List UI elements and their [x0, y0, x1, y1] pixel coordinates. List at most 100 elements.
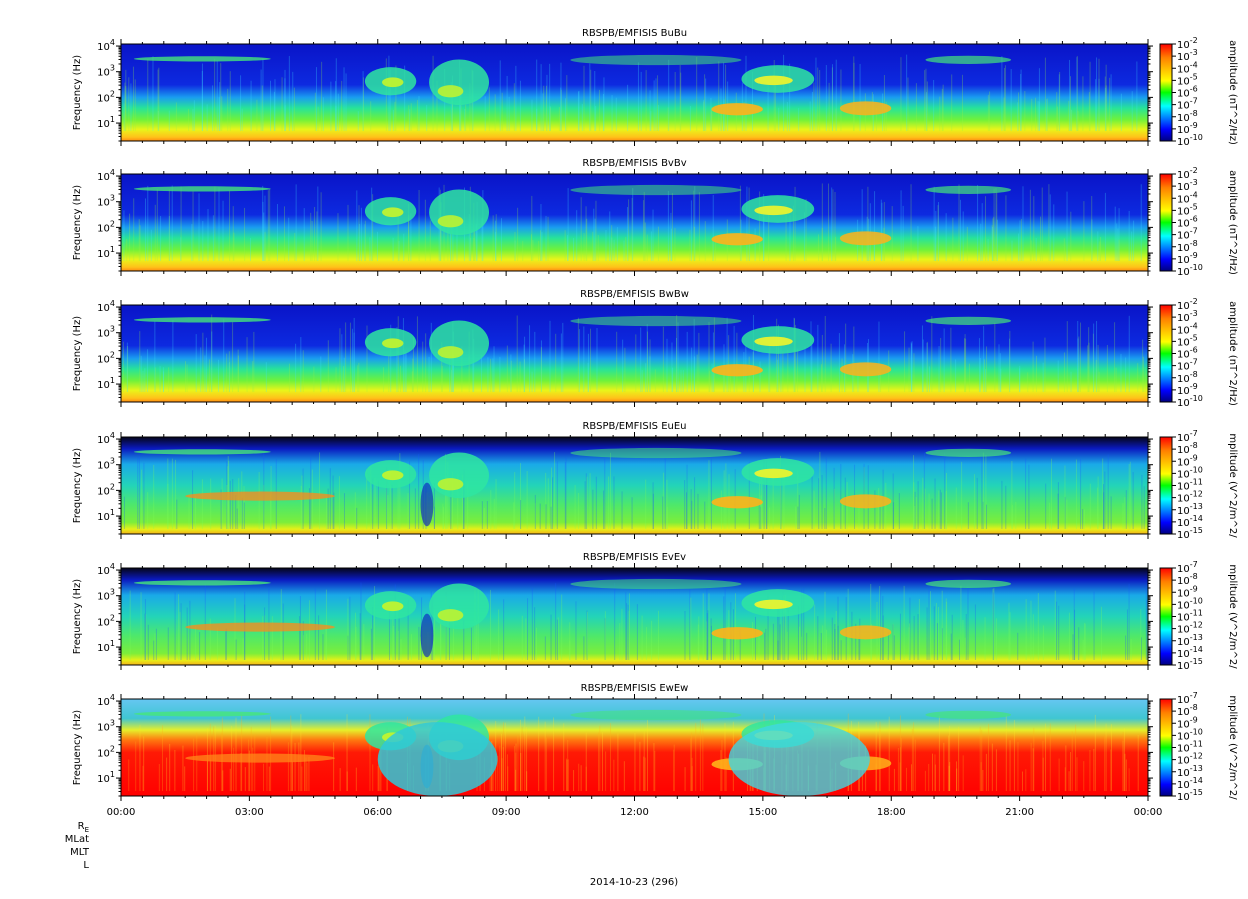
spectral-streak: [760, 495, 762, 529]
spectral-streak: [961, 461, 963, 529]
x-tick-label: 21:00: [1005, 807, 1034, 818]
spectral-streak: [710, 625, 712, 660]
spectral-streak: [284, 78, 286, 131]
y-tick-label: 104: [97, 431, 115, 446]
spectral-streak: [241, 713, 243, 791]
spectral-streak: [400, 365, 402, 392]
spectral-streak: [122, 341, 124, 392]
spectral-streak: [739, 185, 741, 261]
spectral-streak: [263, 212, 265, 261]
spectral-streak: [225, 628, 227, 660]
y-tick-label: 104: [97, 38, 115, 53]
spectral-streak: [264, 607, 266, 660]
spectral-streak: [933, 606, 935, 660]
spectral-streak: [590, 69, 592, 131]
spectral-streak: [610, 723, 612, 791]
spectral-streak: [754, 228, 756, 261]
spectral-streak: [338, 476, 340, 529]
spectral-streak: [567, 739, 569, 791]
colorbar-tick-label: 10-6: [1177, 85, 1198, 100]
spectral-streak: [767, 81, 769, 131]
spectral-streak: [1030, 742, 1032, 791]
spectral-streak: [467, 481, 469, 529]
spectral-streak: [662, 496, 664, 529]
spectral-streak: [517, 207, 519, 261]
spectral-streak: [168, 216, 170, 261]
spectral-streak: [903, 585, 905, 660]
spectral-streak: [933, 186, 935, 261]
chorus-core: [382, 207, 404, 218]
spectral-streak: [892, 623, 894, 660]
spectral-streak: [175, 102, 177, 131]
spectral-streak: [316, 211, 318, 261]
spectral-streak: [1078, 336, 1080, 392]
spectral-streak: [534, 331, 536, 392]
spectral-streak: [184, 361, 186, 392]
y-tick-label: 102: [97, 613, 115, 628]
spectral-streak: [831, 67, 833, 131]
spectral-streak: [703, 99, 705, 131]
spectral-streak: [536, 108, 538, 131]
spectral-streak: [792, 205, 794, 261]
spectral-streak: [938, 202, 940, 261]
spectral-streak: [873, 239, 875, 261]
spectral-streak: [1128, 315, 1130, 392]
spectral-streak: [752, 622, 754, 660]
spectral-streak: [703, 101, 705, 131]
spectral-streak: [372, 194, 374, 261]
spectral-streak: [1114, 206, 1116, 261]
spectral-streak: [1001, 56, 1003, 131]
spectral-streak: [662, 472, 664, 529]
spectral-streak: [996, 219, 998, 261]
spectral-streak: [1003, 67, 1005, 131]
spectral-streak: [587, 333, 589, 392]
spectral-streak: [1083, 509, 1085, 529]
spectral-streak: [152, 56, 154, 131]
spectral-streak: [409, 109, 411, 131]
spectral-streak: [825, 629, 827, 660]
spectral-streak: [1046, 98, 1048, 131]
spectral-streak: [694, 186, 696, 261]
high-band-line: [133, 56, 271, 62]
spectral-streak: [752, 314, 754, 392]
spectral-streak: [1033, 196, 1035, 261]
spectral-streak: [560, 333, 562, 392]
spectral-streak: [689, 589, 691, 660]
y-axis-label: Frequency (Hz): [72, 316, 83, 392]
spectral-streak: [764, 632, 766, 660]
spectral-streak: [1078, 627, 1080, 660]
spectral-streak: [370, 465, 372, 529]
spectral-streak: [534, 503, 536, 529]
spectral-streak: [636, 604, 638, 660]
spectral-streak: [429, 220, 431, 261]
spectral-streak: [875, 722, 877, 791]
spectral-streak: [774, 85, 776, 131]
spectral-streak: [944, 452, 946, 529]
spectral-streak: [1076, 57, 1078, 131]
spectral-streak: [549, 106, 551, 131]
spectral-streak: [394, 101, 396, 131]
spectral-streak: [521, 726, 523, 791]
spectral-streak: [1137, 734, 1139, 791]
spectral-streak: [914, 739, 916, 791]
spectral-streak: [473, 237, 475, 261]
spectral-streak: [921, 325, 923, 392]
spectral-streak: [440, 202, 442, 261]
spectral-streak: [226, 484, 228, 529]
spectral-streak: [1077, 638, 1079, 660]
spectral-streak: [560, 62, 562, 132]
spectral-streak: [1066, 191, 1068, 261]
spectral-streak: [335, 58, 337, 131]
spectral-streak: [267, 190, 269, 261]
spectral-streak: [617, 733, 619, 791]
spectral-streak: [926, 81, 928, 131]
spectral-streak: [544, 721, 546, 791]
spectral-streak: [418, 96, 420, 131]
spectral-streak: [346, 714, 348, 791]
spectral-streak: [1082, 76, 1084, 131]
x-tick-label: 09:00: [492, 807, 521, 818]
spectral-streak: [653, 743, 655, 791]
spectral-streak: [527, 598, 529, 660]
spectral-streak: [295, 343, 297, 392]
